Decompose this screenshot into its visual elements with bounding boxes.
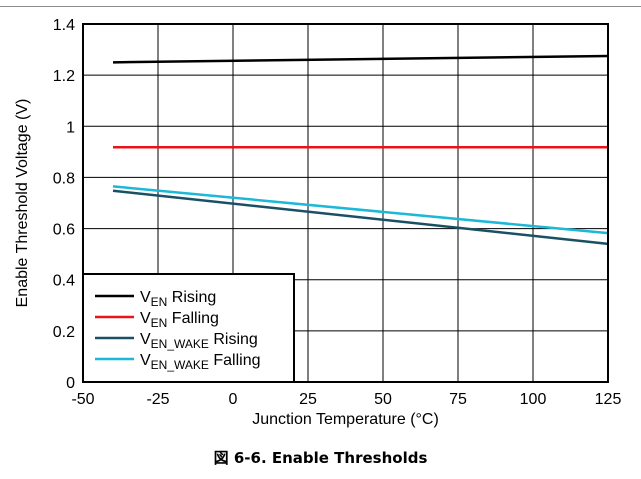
- y-tick-label: 0.4: [53, 273, 75, 290]
- y-tick-label: 0.8: [53, 170, 75, 187]
- y-tick-label: 0.2: [53, 324, 75, 341]
- figure-caption: 図 6-6. Enable Thresholds: [0, 447, 641, 468]
- x-tick-label: 50: [374, 391, 392, 408]
- y-axis-title: Enable Threshold Voltage (V): [14, 99, 31, 308]
- x-tick-label: -25: [146, 391, 169, 408]
- x-tick-label: 100: [520, 391, 547, 408]
- caption-prefix: 図: [213, 449, 229, 467]
- y-tick-label: 1.2: [53, 68, 75, 85]
- grid-lines: [82, 23, 609, 383]
- x-tick-label: 125: [595, 391, 622, 408]
- series-line-3: [112, 189, 609, 246]
- series-line-4: [112, 185, 609, 235]
- y-tick-labels: 0 0.2 0.4 0.6 0.8 1 1.2 1.4: [53, 17, 75, 392]
- top-rule: [0, 6, 641, 7]
- x-axis-title: Junction Temperature (°C): [252, 411, 439, 428]
- y-tick-label: 0: [66, 375, 75, 392]
- series-lines: [112, 54, 609, 246]
- x-tick-label: 0: [229, 391, 238, 408]
- y-tick-label: 1: [66, 119, 75, 136]
- plot-frame: [82, 23, 609, 383]
- series-line-1: [112, 54, 609, 64]
- legend-label: VEN Rising: [140, 289, 216, 309]
- x-tick-label: 75: [449, 391, 467, 408]
- y-tick-label: 1.4: [53, 17, 75, 34]
- legend-label: VEN_WAKE Falling: [140, 352, 261, 372]
- x-tick-label: 25: [299, 391, 317, 408]
- y-tick-label: 0.6: [53, 222, 75, 239]
- legend-label: VEN_WAKE Rising: [140, 331, 258, 351]
- x-tick-label: -50: [71, 391, 94, 408]
- legend-label: VEN Falling: [140, 310, 219, 330]
- x-tick-labels: -50 -25 0 25 50 75 100 125: [71, 391, 621, 408]
- caption-text: 6-6. Enable Thresholds: [233, 449, 428, 467]
